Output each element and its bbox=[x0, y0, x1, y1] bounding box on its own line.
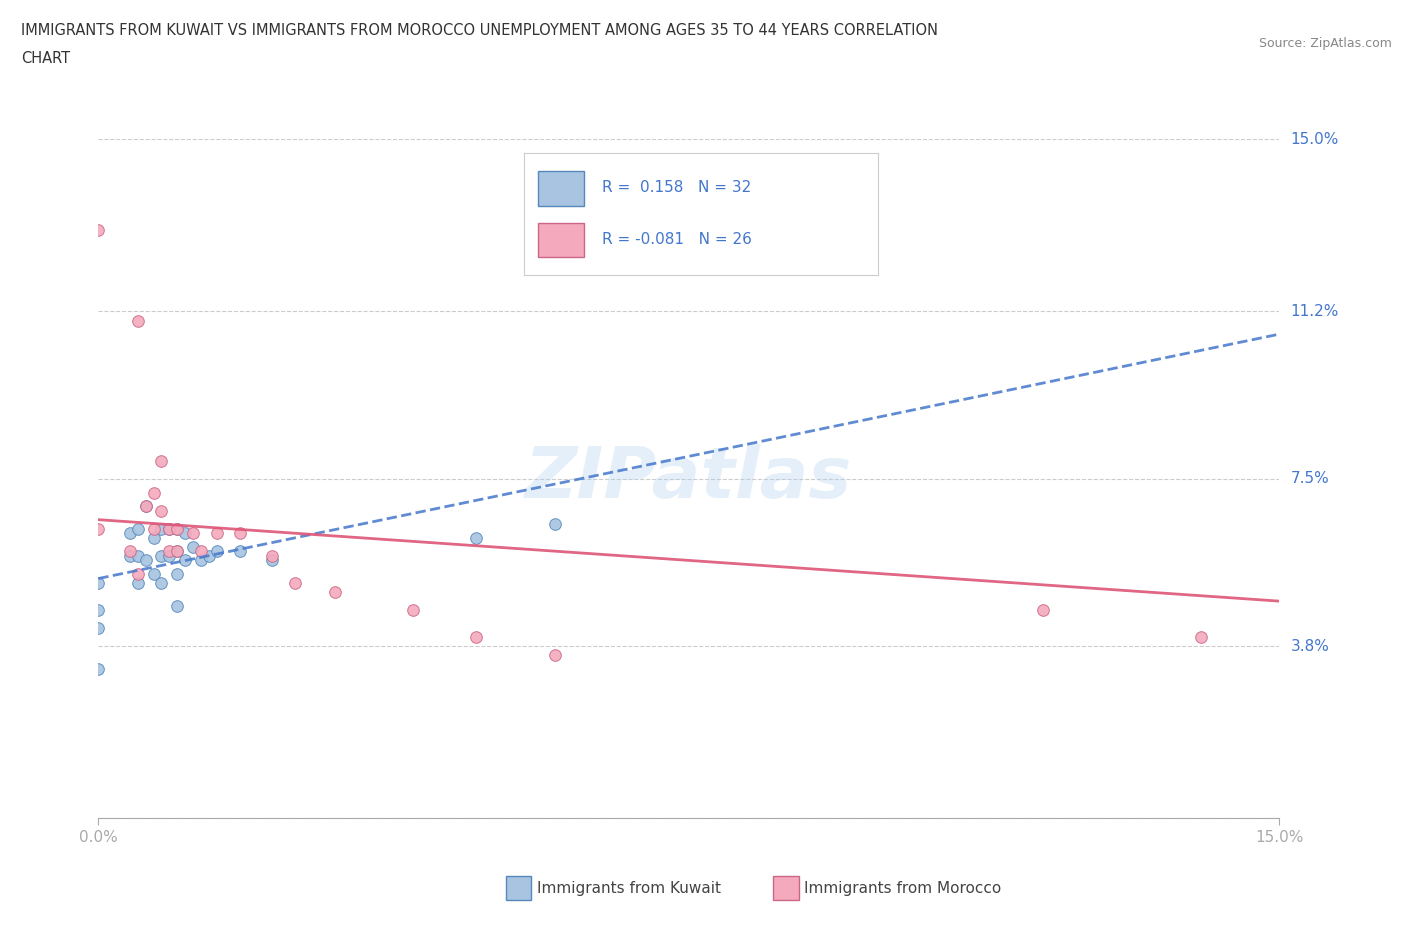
Text: Immigrants from Kuwait: Immigrants from Kuwait bbox=[537, 881, 721, 896]
Point bbox=[127, 549, 149, 564]
Point bbox=[150, 576, 173, 591]
Point bbox=[166, 522, 188, 537]
Text: CHART: CHART bbox=[21, 51, 70, 66]
Text: 15.0%: 15.0% bbox=[1291, 132, 1339, 147]
Point bbox=[87, 603, 110, 618]
Text: 11.2%: 11.2% bbox=[1291, 304, 1339, 319]
Point bbox=[166, 566, 188, 581]
Point bbox=[190, 544, 212, 559]
Point bbox=[87, 621, 110, 636]
Point bbox=[135, 498, 157, 513]
Point bbox=[118, 525, 141, 540]
Text: Source: ZipAtlas.com: Source: ZipAtlas.com bbox=[1258, 37, 1392, 50]
Point bbox=[166, 598, 188, 613]
Point bbox=[190, 553, 212, 568]
Point bbox=[157, 522, 180, 537]
Point bbox=[205, 525, 228, 540]
Point bbox=[127, 566, 149, 581]
Point bbox=[181, 525, 204, 540]
Point bbox=[127, 576, 149, 591]
Point bbox=[544, 648, 567, 663]
Point bbox=[87, 661, 110, 676]
Text: IMMIGRANTS FROM KUWAIT VS IMMIGRANTS FROM MOROCCO UNEMPLOYMENT AMONG AGES 35 TO : IMMIGRANTS FROM KUWAIT VS IMMIGRANTS FRO… bbox=[21, 23, 938, 38]
Point bbox=[118, 549, 141, 564]
Point bbox=[157, 549, 180, 564]
Point bbox=[181, 539, 204, 554]
Point bbox=[150, 549, 173, 564]
Point bbox=[157, 522, 180, 537]
Point bbox=[205, 544, 228, 559]
Point bbox=[1189, 630, 1212, 644]
Point bbox=[465, 630, 488, 644]
Point bbox=[150, 454, 173, 469]
Point bbox=[135, 498, 157, 513]
Text: 7.5%: 7.5% bbox=[1291, 472, 1329, 486]
Point bbox=[135, 553, 157, 568]
Point bbox=[197, 549, 219, 564]
Point bbox=[87, 576, 110, 591]
Point bbox=[402, 603, 425, 618]
Point bbox=[142, 530, 165, 545]
Point bbox=[142, 566, 165, 581]
Point bbox=[166, 522, 188, 537]
Point bbox=[229, 525, 252, 540]
Point bbox=[229, 544, 252, 559]
Point bbox=[284, 576, 307, 591]
Point bbox=[1032, 603, 1054, 618]
Point bbox=[323, 585, 346, 600]
Point bbox=[142, 522, 165, 537]
Point bbox=[118, 544, 141, 559]
Text: 3.8%: 3.8% bbox=[1291, 639, 1330, 654]
Point bbox=[150, 503, 173, 518]
Point bbox=[465, 530, 488, 545]
Point bbox=[174, 525, 197, 540]
Point bbox=[150, 522, 173, 537]
Text: ZIPatlas: ZIPatlas bbox=[526, 445, 852, 513]
Point bbox=[87, 522, 110, 537]
Point bbox=[142, 485, 165, 500]
Point bbox=[166, 544, 188, 559]
Point bbox=[87, 222, 110, 237]
Point bbox=[157, 544, 180, 559]
Point bbox=[127, 522, 149, 537]
Point bbox=[127, 313, 149, 328]
Point bbox=[174, 553, 197, 568]
Point bbox=[260, 553, 283, 568]
Point bbox=[260, 549, 283, 564]
Point bbox=[544, 517, 567, 532]
Point bbox=[166, 544, 188, 559]
Text: Immigrants from Morocco: Immigrants from Morocco bbox=[804, 881, 1001, 896]
